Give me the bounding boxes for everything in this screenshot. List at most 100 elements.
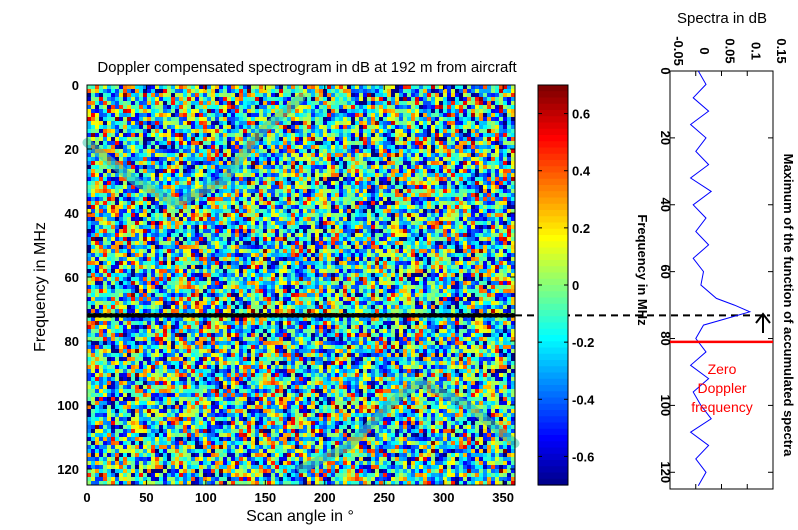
heatmap-cell [103, 253, 107, 257]
heatmap-cell [155, 165, 159, 169]
heatmap-cell [335, 117, 339, 121]
heatmap-cell [103, 197, 107, 201]
heatmap-cell [431, 169, 435, 173]
heatmap-cell [443, 105, 447, 109]
heatmap-cell [127, 153, 131, 157]
heatmap-cell [239, 105, 243, 109]
heatmap-cell [255, 157, 259, 161]
heatmap-cell [435, 181, 439, 185]
heatmap-cell [267, 189, 271, 193]
heatmap-cell [479, 193, 483, 197]
heatmap-cell [95, 209, 99, 213]
heatmap-cell [167, 149, 171, 153]
heatmap-cell [127, 161, 131, 165]
heatmap-cell [211, 193, 215, 197]
heatmap-cell [455, 121, 459, 125]
heatmap-cell [475, 165, 479, 169]
heatmap-cell [371, 185, 375, 189]
heatmap-cell [367, 221, 371, 225]
heatmap-cell [107, 117, 111, 121]
heatmap-cell [95, 269, 99, 273]
heatmap-cell [283, 145, 287, 149]
heatmap-cell [431, 221, 435, 225]
heatmap-cell [303, 249, 307, 253]
heatmap-cell [235, 193, 239, 197]
heatmap-cell [171, 233, 175, 237]
heatmap-cell [359, 249, 363, 253]
heatmap-cell [455, 201, 459, 205]
heatmap-cell [395, 265, 399, 269]
heatmap-cell [379, 97, 383, 101]
heatmap-cell [283, 253, 287, 257]
heatmap-cell [107, 241, 111, 245]
heatmap-cell [215, 197, 219, 201]
heatmap-cell [251, 89, 255, 93]
heatmap-cell [107, 213, 111, 217]
heatmap-cell [111, 93, 115, 97]
heatmap-cell [503, 225, 507, 229]
heatmap-cell [279, 241, 283, 245]
heatmap-cell [263, 205, 267, 209]
heatmap-cell [327, 201, 331, 205]
heatmap-cell [215, 209, 219, 213]
heatmap-cell [347, 141, 351, 145]
heatmap-cell [411, 201, 415, 205]
heatmap-cell [307, 261, 311, 265]
heatmap-cell [447, 177, 451, 181]
heatmap-cell [203, 197, 207, 201]
heatmap-cell [371, 141, 375, 145]
heatmap-cell [355, 109, 359, 113]
heatmap-cell [211, 209, 215, 213]
heatmap-cell [243, 177, 247, 181]
heatmap-cell [111, 209, 115, 213]
heatmap-cell [151, 225, 155, 229]
heatmap-cell [103, 185, 107, 189]
heatmap-cell [263, 149, 267, 153]
heatmap-cell [415, 213, 419, 217]
heatmap-cell [291, 265, 295, 269]
heatmap-cell [335, 265, 339, 269]
heatmap-cell [111, 129, 115, 133]
heatmap-cell [363, 225, 367, 229]
heatmap-cell [271, 241, 275, 245]
heatmap-cell [135, 101, 139, 105]
heatmap-cell [155, 101, 159, 105]
heatmap-cell [319, 233, 323, 237]
heatmap-cell [283, 101, 287, 105]
heatmap-cell [483, 145, 487, 149]
heatmap-cell [307, 133, 311, 137]
heatmap-cell [207, 85, 211, 89]
heatmap-cell [507, 93, 511, 97]
heatmap-cell [115, 181, 119, 185]
heatmap-cell [255, 229, 259, 233]
heatmap-cell [387, 125, 391, 129]
heatmap-cell [95, 161, 99, 165]
heatmap-cell [239, 205, 243, 209]
heatmap-cell [483, 177, 487, 181]
heatmap-cell [387, 233, 391, 237]
heatmap-cell [499, 173, 503, 177]
heatmap-cell [375, 165, 379, 169]
heatmap-cell [195, 217, 199, 221]
heatmap-cell [179, 233, 183, 237]
heatmap-cell [219, 145, 223, 149]
heatmap-cell [439, 157, 443, 161]
heatmap-cell [315, 153, 319, 157]
heatmap-cell [427, 165, 431, 169]
heatmap-cell [439, 121, 443, 125]
heatmap-cell [447, 161, 451, 165]
heatmap-cell [151, 261, 155, 265]
heatmap-cell [131, 125, 135, 129]
heatmap-cell [447, 109, 451, 113]
heatmap-cell [179, 225, 183, 229]
heatmap-cell [215, 149, 219, 153]
heatmap-cell [275, 217, 279, 221]
heatmap-cell [363, 165, 367, 169]
heatmap-cell [275, 161, 279, 165]
heatmap-cell [447, 117, 451, 121]
heatmap-cell [415, 217, 419, 221]
heatmap-cell [347, 109, 351, 113]
heatmap-cell [107, 221, 111, 225]
heatmap-cell [187, 173, 191, 177]
heatmap-cell [411, 149, 415, 153]
